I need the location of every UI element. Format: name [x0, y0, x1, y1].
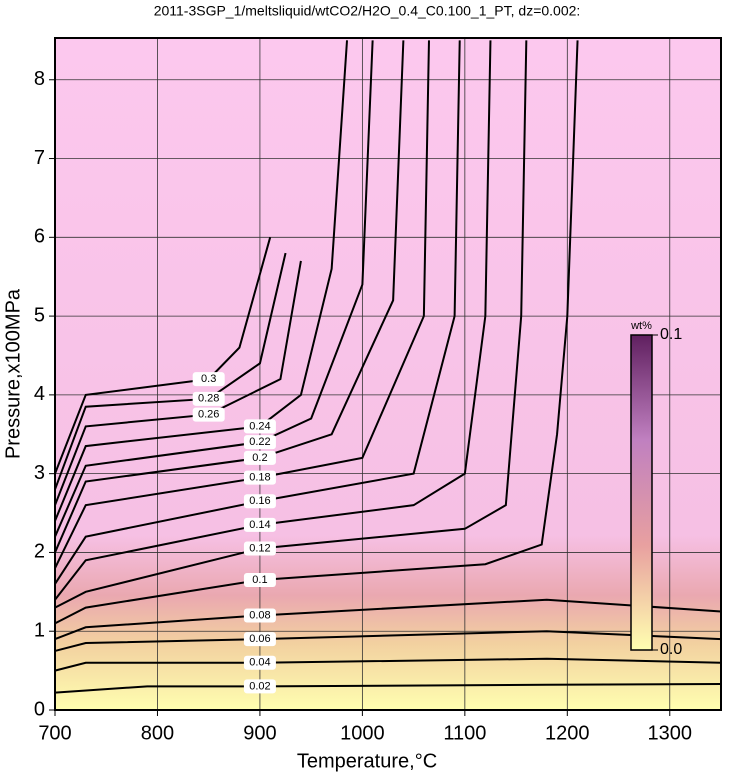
contour-line — [54, 40, 349, 522]
contour-label-bg — [243, 419, 276, 434]
contour-label: 0.18 — [249, 472, 270, 484]
y-tick-label: 7 — [34, 147, 45, 169]
contour-label-bg — [243, 517, 276, 532]
contour-label: 0.2 — [252, 452, 267, 464]
contour-line — [54, 40, 374, 538]
contour-label: 0.06 — [249, 633, 270, 645]
contour-label: 0.08 — [249, 609, 270, 621]
x-tick-label: 1300 — [648, 722, 693, 744]
x-tick-label: 900 — [243, 722, 276, 744]
y-axis-label: Pressure,x100MPa — [2, 288, 24, 459]
x-tick-label: 1200 — [545, 722, 590, 744]
contour-label-bg — [243, 679, 276, 694]
colorbar — [630, 334, 653, 651]
y-tick-label: 0 — [34, 698, 45, 720]
x-tick-label: 700 — [38, 722, 71, 744]
contour-label: 0.02 — [249, 680, 270, 692]
x-tick-label: 1100 — [443, 722, 486, 744]
contour-label-bg — [243, 655, 276, 670]
contour-line — [54, 40, 492, 601]
contour-label-bg — [243, 450, 276, 465]
contour-label-bg — [243, 541, 276, 556]
y-tick-label: 1 — [34, 620, 45, 642]
contour-line — [54, 40, 430, 569]
contour-label-bg — [243, 435, 276, 450]
colorbar-title: wt% — [630, 320, 652, 332]
colorbar-tick-label: 0.0 — [660, 641, 682, 658]
y-tick-label: 4 — [34, 383, 45, 405]
y-tick-label: 3 — [34, 462, 45, 484]
contour-label-bg — [243, 573, 276, 588]
contour-label: 0.14 — [249, 519, 270, 531]
contour-label-bg — [243, 608, 276, 623]
contour-label: 0.3 — [201, 373, 216, 385]
x-tick-label: 800 — [141, 722, 174, 744]
contour-label-bg — [243, 470, 276, 485]
contour-line — [54, 40, 579, 625]
contour-label-bg — [192, 372, 225, 387]
contour-label: 0.12 — [249, 542, 270, 554]
contour-label-bg — [192, 391, 225, 406]
contour-label: 0.22 — [249, 436, 270, 448]
y-tick-label: 2 — [34, 541, 45, 563]
plot-frame — [54, 37, 722, 711]
contour-label: 0.26 — [198, 408, 219, 420]
y-tick-label: 6 — [34, 226, 45, 248]
contour-label: 0.24 — [249, 420, 270, 432]
plot-background — [55, 38, 721, 710]
contour-label: 0.04 — [249, 657, 270, 669]
contour-label-bg — [243, 494, 276, 509]
colorbar-tick-label: 0.1 — [660, 326, 682, 343]
contour-line — [54, 40, 405, 553]
x-tick-label: 1000 — [340, 722, 385, 744]
x-axis-label: Temperature,°C — [297, 750, 437, 772]
chart-title: 2011-3SGP_1/meltsliquid/wtCO2/H2O_0.4_C0… — [154, 3, 581, 19]
contour-line — [54, 40, 461, 585]
y-tick-label: 8 — [34, 68, 45, 90]
contour-label: 0.28 — [198, 393, 219, 405]
contour-line — [54, 40, 528, 609]
contour-label: 0.1 — [252, 574, 267, 586]
contour-label: 0.16 — [249, 495, 270, 507]
contour-label-bg — [192, 407, 225, 422]
contour-label-bg — [243, 632, 276, 647]
y-tick-label: 5 — [34, 304, 45, 326]
